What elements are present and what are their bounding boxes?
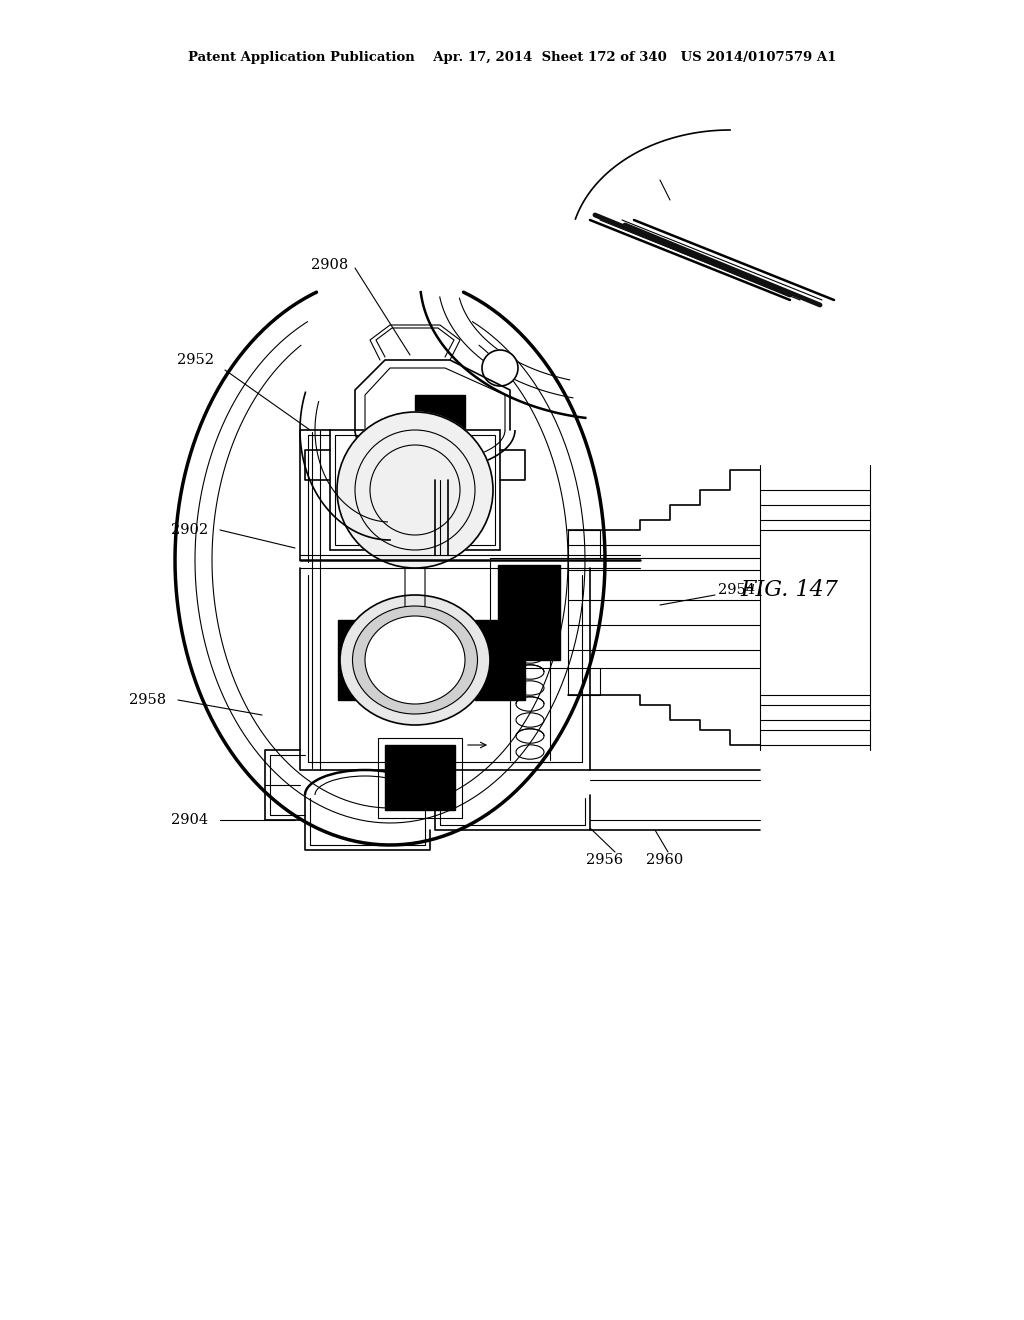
Bar	[490, 558, 568, 668]
Text: FIG. 147: FIG. 147	[740, 579, 838, 601]
Ellipse shape	[352, 606, 477, 714]
Circle shape	[482, 350, 518, 385]
Text: 2956: 2956	[587, 853, 624, 867]
Bar	[385, 744, 455, 810]
Bar	[475, 620, 525, 700]
Text: Patent Application Publication    Apr. 17, 2014  Sheet 172 of 340   US 2014/0107: Patent Application Publication Apr. 17, …	[187, 50, 837, 63]
Circle shape	[337, 412, 493, 568]
Bar	[415, 395, 465, 430]
Ellipse shape	[365, 616, 465, 704]
Text: 2952: 2952	[176, 352, 213, 367]
Bar	[498, 565, 560, 660]
Ellipse shape	[340, 595, 490, 725]
Bar	[378, 738, 462, 818]
Text: 2904: 2904	[171, 813, 209, 828]
Text: 2954: 2954	[718, 583, 755, 597]
Bar	[330, 430, 500, 550]
Text: 2908: 2908	[311, 257, 348, 272]
Text: 2960: 2960	[646, 853, 684, 867]
Text: 2902: 2902	[171, 523, 209, 537]
Text: 2958: 2958	[129, 693, 167, 708]
Bar	[338, 620, 388, 700]
Bar	[335, 436, 495, 545]
